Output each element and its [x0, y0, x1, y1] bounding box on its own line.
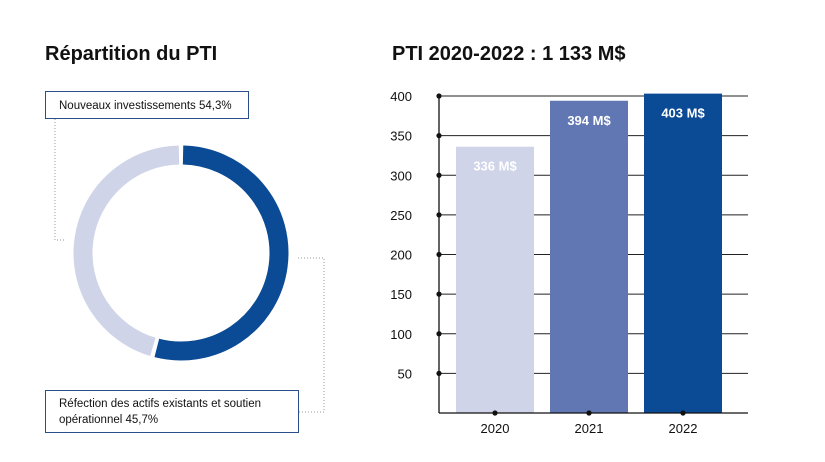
bar-2020 [456, 146, 534, 413]
x-tick-label: 2022 [669, 421, 698, 436]
y-tick-label: 350 [390, 129, 412, 144]
bar-data-label: 403 M$ [661, 106, 705, 121]
y-tick-mark [436, 133, 442, 139]
bar-data-label: 394 M$ [567, 113, 611, 128]
y-tick-mark [436, 251, 442, 258]
y-tick-mark [436, 291, 442, 297]
y-tick-label: 300 [390, 168, 412, 183]
x-tick-label: 2021 [575, 421, 604, 436]
callout-new-investments: Nouveaux investissements 54,3% [45, 91, 249, 119]
donut-slice-1 [73, 145, 180, 356]
y-tick-label: 150 [390, 287, 412, 302]
callout-refection: Réfection des actifs existants et soutie… [45, 390, 299, 433]
bar-data-label: 336 M$ [473, 159, 517, 174]
y-tick-mark [436, 331, 442, 337]
bar-2021 [550, 100, 628, 413]
y-tick-mark [436, 212, 442, 218]
y-tick-mark [436, 93, 442, 99]
bar-2022 [644, 93, 722, 413]
donut-chart-title: Répartition du PTI [45, 43, 218, 65]
donut-slice-0 [154, 145, 289, 361]
leader-line-new [54, 119, 65, 241]
y-tick-label: 400 [390, 89, 412, 104]
bar-chart-title: PTI 2020-2022 : 1 133 M$ [392, 43, 626, 65]
y-tick-label: 200 [390, 248, 412, 263]
y-tick-label: 100 [390, 327, 412, 342]
x-tick-label: 2020 [481, 421, 510, 436]
y-tick-mark [436, 172, 442, 178]
leader-line-refection [298, 257, 325, 413]
donut-chart [73, 145, 289, 361]
bar-chart: 336 M$ 2020 394 M$ 2021 403 M$ 2022 50 100 150 20… [390, 89, 748, 436]
y-tick-mark [436, 370, 442, 376]
y-tick-label: 250 [390, 208, 412, 223]
y-tick-label: 50 [398, 366, 412, 381]
